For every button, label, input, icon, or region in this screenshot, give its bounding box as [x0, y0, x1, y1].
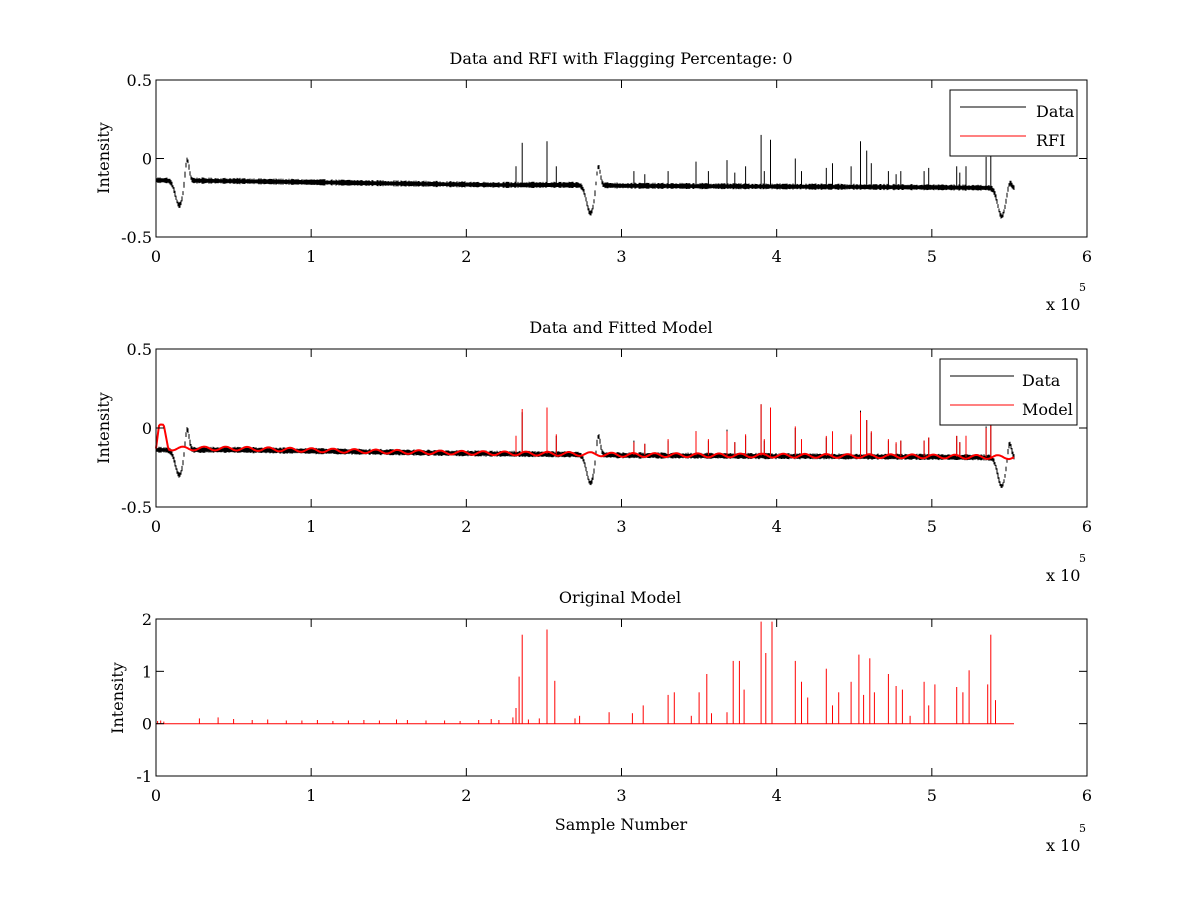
- panel-2-xtick-label: 4: [772, 517, 782, 536]
- panel-1-x-exponent-power: 5: [1079, 281, 1086, 294]
- panel-1-legend: Data RFI: [949, 89, 1078, 157]
- panel-3-title: Original Model: [559, 588, 681, 607]
- panel-1-x-exponent: x 10 5: [1046, 281, 1086, 314]
- panel-3-xlabel: Sample Number: [555, 815, 688, 834]
- panel-1-series-group: [155, 134, 1015, 219]
- panel-3-xtick-label: 1: [306, 786, 316, 805]
- panel-2: Data and Fitted Model Intensity 0 1 2 3 4 5 6 -…: [94, 318, 1092, 585]
- panel-1-ytick-label: -0.5: [121, 228, 152, 247]
- panel-1-series-data-trace: [155, 157, 1015, 219]
- panel-3-xtick-label: 2: [461, 786, 471, 805]
- panel-2-series-group: [155, 404, 1015, 488]
- panel-1-legend-data-label: Data: [1036, 102, 1075, 121]
- panel-1-xtick-label: 4: [772, 247, 782, 266]
- panel-1-axes-box: [155, 79, 1088, 238]
- panel-2-series-data-trace: [155, 427, 1015, 488]
- panel-3-ytick-label: 2: [142, 610, 152, 629]
- panel-3-ytick-label: 0: [142, 715, 152, 734]
- panel-2-xtick-label: 2: [461, 517, 471, 536]
- panel-2-ytick-label: 0.5: [127, 340, 152, 359]
- panel-2-ytick-label: -0.5: [121, 498, 152, 517]
- panel-3-ytick-label: 1: [142, 662, 152, 681]
- panel-2-x-exponent-power: 5: [1079, 552, 1086, 565]
- panel-3-xtick-label: 3: [616, 786, 626, 805]
- panel-2-legend: Data Model: [939, 358, 1078, 426]
- panel-1-xtick-label: 6: [1082, 247, 1092, 266]
- panel-1-xtick-label: 0: [151, 247, 161, 266]
- panel-1-xtick-label: 5: [927, 247, 937, 266]
- panel-1-xtick-label: 1: [306, 247, 316, 266]
- panel-3-ytick-label: -1: [136, 767, 152, 786]
- panel-2-legend-model-label: Model: [1022, 400, 1073, 419]
- panel-3-x-exponent-power: 5: [1079, 822, 1086, 835]
- panel-2-xtick-label: 1: [306, 517, 316, 536]
- panel-1-x-exponent-base: x 10: [1046, 295, 1080, 314]
- panel-3-axes-box: [155, 618, 1088, 777]
- panel-1: Data and RFI with Flagging Percentage: 0…: [94, 49, 1092, 314]
- panel-3-ylabel: Intensity: [108, 662, 127, 734]
- panel-2-x-exponent: x 10 5: [1046, 552, 1086, 585]
- panel-1-legend-box: [949, 89, 1078, 157]
- panel-3-xtick-label: 4: [772, 786, 782, 805]
- panel-1-xtick-label: 3: [616, 247, 626, 266]
- panel-1-ytick-label: 0: [142, 150, 152, 169]
- panel-3-series-group: [156, 621, 1014, 725]
- panel-3-x-exponent-base: x 10: [1046, 836, 1080, 855]
- panel-3-x-exponent: x 10 5: [1046, 822, 1086, 855]
- panel-3-xtick-label: 5: [927, 786, 937, 805]
- panel-2-xtick-label: 0: [151, 517, 161, 536]
- panel-2-xtick-label: 6: [1082, 517, 1092, 536]
- panel-3-xtick-label: 6: [1082, 786, 1092, 805]
- panel-1-ytick-label: 0.5: [127, 71, 152, 90]
- panel-2-x-exponent-base: x 10: [1046, 566, 1080, 585]
- panel-3-xtick-label: 0: [151, 786, 161, 805]
- panel-2-xtick-label: 5: [927, 517, 937, 536]
- panel-2-xtick-label: 3: [616, 517, 626, 536]
- panel-1-xtick-label: 2: [461, 247, 471, 266]
- panel-1-ticks: 0 1 2 3 4 5 6-0.500.5: [121, 71, 1092, 266]
- panel-2-ytick-label: 0: [142, 419, 152, 438]
- panel-1-title: Data and RFI with Flagging Percentage: 0: [449, 49, 792, 68]
- panel-2-ticks: 0 1 2 3 4 5 6-0.500.5: [121, 340, 1092, 536]
- panel-2-ylabel: Intensity: [94, 392, 113, 464]
- panel-1-ylabel: Intensity: [94, 122, 113, 194]
- panel-2-legend-data-label: Data: [1022, 371, 1061, 390]
- panel-2-title: Data and Fitted Model: [529, 318, 712, 337]
- panel-1-legend-rfi-label: RFI: [1036, 131, 1065, 150]
- panel-2-legend-box: [939, 358, 1078, 426]
